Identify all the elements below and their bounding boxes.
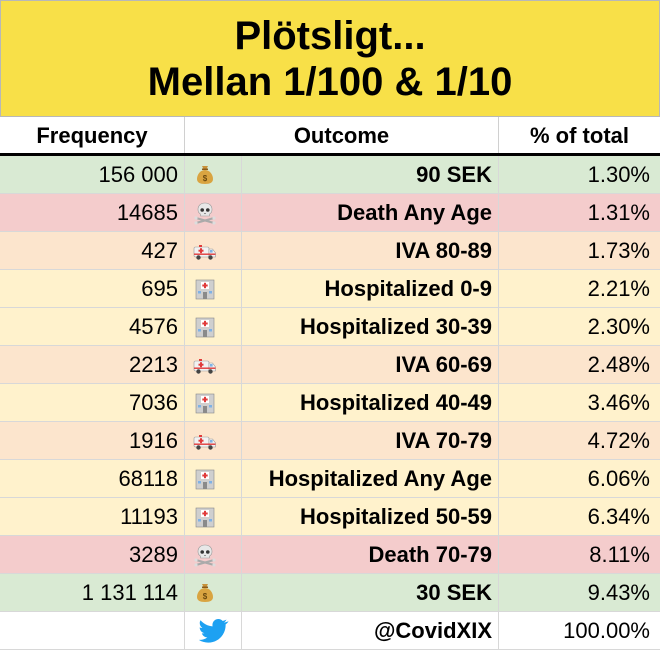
hospital-icon [193, 467, 217, 491]
table-row: 1 131 114 $30 SEK 9.43% [0, 574, 660, 612]
table-row: 4576 Hospitalized 30-39 2.30% [0, 308, 660, 346]
percent-cell: 100.00% [499, 612, 660, 650]
icon-cell [185, 612, 242, 650]
table-row: 7036 Hospitalized 40-49 3.46% [0, 384, 660, 422]
frequency-cell: 3289 [0, 536, 185, 574]
frequency-cell: 4576 [0, 308, 185, 346]
outcome-cell: 90 SEK [242, 156, 499, 194]
icon-cell [185, 422, 242, 460]
header-frequency: Frequency [0, 117, 185, 154]
icon-cell [185, 536, 242, 574]
outcome-cell: Hospitalized 30-39 [242, 308, 499, 346]
frequency-cell: 2213 [0, 346, 185, 384]
table-row: 427 IVA 80-89 1.73% [0, 232, 660, 270]
outcome-cell: IVA 80-89 [242, 232, 499, 270]
svg-text:$: $ [203, 592, 208, 601]
hospital-icon [193, 315, 217, 339]
table-row: 695 Hospitalized 0-9 2.21% [0, 270, 660, 308]
icon-cell [185, 194, 242, 232]
outcome-cell: IVA 70-79 [242, 422, 499, 460]
percent-cell: 3.46% [499, 384, 660, 422]
header-outcome: Outcome [185, 117, 499, 154]
ambulance-icon [193, 429, 217, 453]
outcome-cell: Hospitalized 0-9 [242, 270, 499, 308]
outcome-cell: Hospitalized 40-49 [242, 384, 499, 422]
outcome-cell: IVA 60-69 [242, 346, 499, 384]
outcome-cell: Hospitalized 50-59 [242, 498, 499, 536]
table-row: @CovidXIX 100.00% [0, 612, 660, 650]
hospital-icon [193, 277, 217, 301]
percent-cell: 1.31% [499, 194, 660, 232]
money-bag-icon: $ [193, 581, 217, 605]
percent-cell: 2.48% [499, 346, 660, 384]
frequency-cell: 11193 [0, 498, 185, 536]
percent-cell: 4.72% [499, 422, 660, 460]
percent-cell: 6.06% [499, 460, 660, 498]
table-row: 3289 Death 70-79 8.11% [0, 536, 660, 574]
frequency-cell: 68118 [0, 460, 185, 498]
skull-icon [193, 201, 217, 225]
icon-cell [185, 384, 242, 422]
percent-cell: 1.73% [499, 232, 660, 270]
hospital-icon [193, 505, 217, 529]
percent-cell: 2.21% [499, 270, 660, 308]
table-row: 1916 IVA 70-79 4.72% [0, 422, 660, 460]
frequency-cell: 1 131 114 [0, 574, 185, 612]
ambulance-icon [193, 353, 217, 377]
frequency-cell: 695 [0, 270, 185, 308]
table-row: 2213 IVA 60-69 2.48% [0, 346, 660, 384]
frequency-cell [0, 612, 185, 650]
outcome-cell: Death 70-79 [242, 536, 499, 574]
outcome-cell: Death Any Age [242, 194, 499, 232]
frequency-cell: 14685 [0, 194, 185, 232]
frequency-cell: 156 000 [0, 156, 185, 194]
table-row: 156 000 $90 SEK 1.30% [0, 156, 660, 194]
outcome-cell: Hospitalized Any Age [242, 460, 499, 498]
percent-cell: 8.11% [499, 536, 660, 574]
icon-cell [185, 460, 242, 498]
percent-cell: 6.34% [499, 498, 660, 536]
icon-cell [185, 346, 242, 384]
icon-cell [185, 308, 242, 346]
frequency-cell: 7036 [0, 384, 185, 422]
outcome-cell: 30 SEK [242, 574, 499, 612]
icon-cell [185, 270, 242, 308]
percent-cell: 2.30% [499, 308, 660, 346]
twitter-bird-icon [193, 614, 233, 648]
icon-cell [185, 498, 242, 536]
table-row: 11193 Hospitalized 50-59 6.34% [0, 498, 660, 536]
table-row: 68118 Hospitalized Any Age 6.06% [0, 460, 660, 498]
percent-cell: 1.30% [499, 156, 660, 194]
title-line-2: Mellan 1/100 & 1/10 [147, 59, 513, 104]
icon-cell: $ [185, 156, 242, 194]
money-bag-icon: $ [193, 163, 217, 187]
frequency-cell: 1916 [0, 422, 185, 460]
frequency-cell: 427 [0, 232, 185, 270]
title-line-1: Plötsligt... [234, 13, 426, 58]
hospital-icon [193, 391, 217, 415]
skull-icon [193, 543, 217, 567]
table-row: 14685 Death Any Age 1.31% [0, 194, 660, 232]
header-divider [0, 153, 660, 156]
title-banner: Plötsligt... Mellan 1/100 & 1/10 [0, 0, 660, 117]
icon-cell [185, 232, 242, 270]
outcome-cell: @CovidXIX [242, 612, 499, 650]
ambulance-icon [193, 239, 217, 263]
header-percent: % of total [499, 117, 660, 154]
svg-text:$: $ [203, 174, 208, 183]
icon-cell: $ [185, 574, 242, 612]
percent-cell: 9.43% [499, 574, 660, 612]
